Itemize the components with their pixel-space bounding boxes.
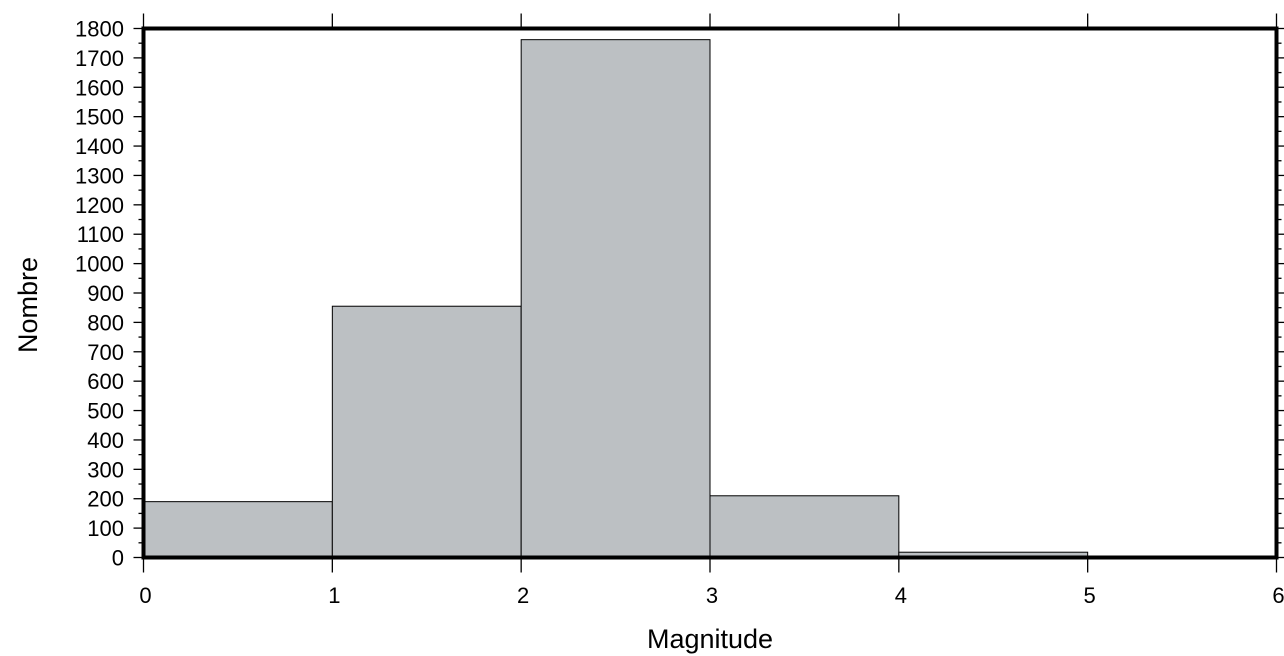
y-tick-label: 1700 [75, 46, 124, 71]
histogram-bar [520, 39, 711, 558]
plot-frame [141, 26, 1279, 560]
histogram-bar [331, 305, 522, 558]
x-tick-label: 3 [706, 583, 718, 608]
y-tick-label: 1300 [75, 163, 124, 188]
histogram-bar [143, 501, 333, 558]
y-tick-label: 900 [87, 281, 124, 306]
y-tick-label: 1200 [75, 193, 124, 218]
x-tick-label: 0 [139, 583, 151, 608]
x-axis-title: Magnitude [647, 624, 773, 654]
y-tick-labels: 0 100 200 300 400 500 600 700 800 900 1000 1100 1200… [75, 17, 124, 571]
x-tick-labels: 0 1 2 3 4 5 6 [139, 583, 1284, 608]
y-tick-label: 1800 [75, 17, 124, 42]
y-axis-title: Nombre [13, 257, 43, 353]
y-tick-label: 500 [87, 399, 124, 424]
y-tick-label: 100 [87, 516, 124, 541]
y-tick-label: 800 [87, 310, 124, 335]
x-tick-label: 5 [1084, 583, 1096, 608]
y-tick-label: 1500 [75, 105, 124, 130]
y-tick-label: 0 [112, 546, 124, 571]
y-tick-label: 300 [87, 457, 124, 482]
y-tick-label: 1100 [77, 222, 124, 247]
y-tick-label: 700 [87, 340, 124, 365]
histogram-bar [709, 495, 900, 558]
y-tick-label: 600 [87, 369, 124, 394]
x-tick-label: 1 [328, 583, 340, 608]
y-tick-label: 1600 [75, 75, 124, 100]
x-tick-label: 4 [895, 583, 907, 608]
histogram-bars [143, 39, 1089, 559]
y-tick-label: 400 [87, 428, 124, 453]
y-tick-label: 1400 [75, 134, 124, 159]
y-tick-label: 200 [87, 487, 124, 512]
x-tick-label: 2 [517, 583, 529, 608]
y-tick-label: 1000 [75, 252, 124, 277]
x-tick-label: 6 [1272, 583, 1284, 608]
